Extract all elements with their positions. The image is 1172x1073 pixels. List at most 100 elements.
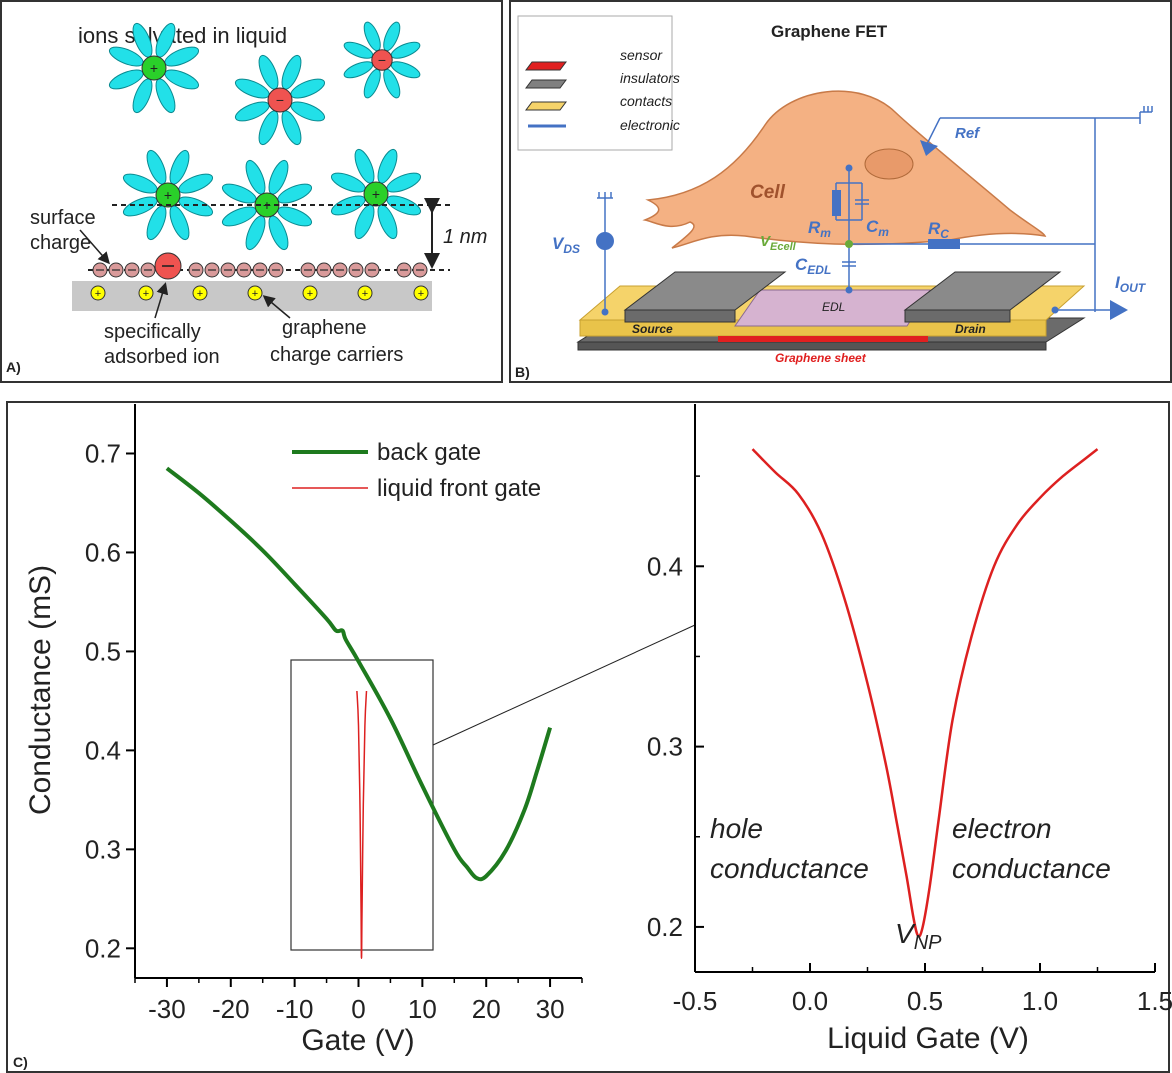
source-label: Source <box>632 322 673 336</box>
rm-label: Rm <box>808 218 831 240</box>
node-bottom <box>845 286 853 294</box>
ground-vds <box>597 192 613 199</box>
anion <box>267 87 293 113</box>
node-source <box>601 308 609 316</box>
cm-label: Cm <box>866 217 889 239</box>
edl-region <box>734 289 931 327</box>
adsorbed-ion-label-1: specifically <box>104 321 201 343</box>
circuit-wires <box>604 117 1140 312</box>
graphene-sheet-label: Graphene sheet <box>775 351 867 365</box>
right-y-tick-label: 0.2 <box>647 912 683 942</box>
panel-a-frame <box>0 0 503 383</box>
source-insulator-side <box>624 309 736 323</box>
electron-label-2: conductance <box>952 853 1111 884</box>
left-x-tick-label: -30 <box>148 994 186 1024</box>
bottom-insulator-edge <box>577 341 1047 351</box>
right-x-tick-label: 0.5 <box>907 986 943 1016</box>
left-x-tick-label: 20 <box>472 994 501 1024</box>
right-x-tick-label: -0.5 <box>673 986 718 1016</box>
ion-group: +−−+++ <box>108 21 422 251</box>
left-y-tick-label: 0.3 <box>85 834 121 864</box>
anion <box>371 49 393 71</box>
panel-b: Graphene FET sensor insulators contacts … <box>509 0 1172 383</box>
surface-charge-pointer <box>79 229 110 265</box>
legend-sensor-swatch <box>525 61 567 71</box>
legend-electronic: electronic <box>620 117 680 133</box>
vecell-label: VEcell <box>760 233 797 253</box>
left-x-tick-label: 10 <box>408 994 437 1024</box>
ion-charge-sign: + <box>372 186 380 202</box>
charge-carrier <box>302 285 318 301</box>
ion-charge-sign: − <box>276 92 284 108</box>
left-y-tick-label: 0.7 <box>85 438 121 468</box>
solvated-ion: − <box>343 21 421 99</box>
panel-b-label: B) <box>515 364 530 380</box>
zoom-connector-line <box>432 624 696 746</box>
solvated-ion: + <box>122 149 214 241</box>
legend-contacts-swatch <box>525 101 567 111</box>
left-y-axis-label: Conductance (mS) <box>24 565 57 815</box>
charge-carrier-sign: + <box>362 288 368 300</box>
left-x-tick-label: 0 <box>351 994 365 1024</box>
vnp-label: VNP <box>895 918 942 954</box>
liquid-gate-chart: -0.5 0.0 0.5 1.0 1.5 0.2 0.3 0.4 hole conductan… <box>647 404 1172 1055</box>
charge-carrier <box>192 285 208 301</box>
charge-carrier <box>413 285 429 301</box>
panel-c: C) -30 -20 -10 0 10 20 30 0.2 0.3 0.4 0.5 0.6 0.7 ba… <box>6 401 1172 1073</box>
legend-insulators-swatch <box>525 79 567 89</box>
solvated-ion: + <box>108 22 200 114</box>
drain-insulator-side <box>904 309 1011 323</box>
node-top <box>845 164 853 172</box>
node-vecell <box>845 240 853 248</box>
adsorbed-ion-pointer <box>154 282 169 319</box>
charge-carrier <box>357 285 373 301</box>
charge-carrier-sign: + <box>197 288 203 300</box>
charge-carrier <box>138 285 154 301</box>
graphene-sheet <box>718 336 928 342</box>
electron-label-1: electron <box>952 813 1052 844</box>
back-gate-series-line <box>165 466 553 882</box>
ref-label: Ref <box>955 125 981 142</box>
panel-b-frame <box>509 0 1172 383</box>
left-x-tick-label: 30 <box>536 994 565 1024</box>
carriers-pointer <box>262 295 291 319</box>
left-y-tick-label: 0.4 <box>85 735 121 765</box>
right-y-tick-label: 0.4 <box>647 551 683 581</box>
left-x-tick-label: -10 <box>276 994 314 1024</box>
resistor-rc <box>928 239 960 249</box>
left-ticks: -30 -20 -10 0 10 20 30 0.2 0.3 0.4 0.5 0.6 0.7 <box>85 438 583 1024</box>
right-x-tick-label: 1.5 <box>1137 986 1172 1016</box>
surface-charge-row: + + + + + + + <box>90 252 429 301</box>
legend-sensor: sensor <box>620 47 663 63</box>
left-y-tick-label: 0.5 <box>85 636 121 666</box>
surface-charge-label-1: surface <box>30 207 96 229</box>
edl-label: EDL <box>822 300 845 314</box>
front-gate-series-line <box>751 448 1099 938</box>
right-y-tick-label: 0.3 <box>647 732 683 762</box>
rc-label: RC <box>928 219 949 241</box>
solvated-ion: − <box>234 54 326 146</box>
cell-nucleus <box>864 148 914 180</box>
ion-charge-sign: + <box>164 187 172 203</box>
node-drain <box>1051 306 1059 314</box>
charge-carrier-sign: + <box>95 288 101 300</box>
left-y-tick-label: 0.2 <box>85 933 121 963</box>
legend-contacts: contacts <box>620 93 672 109</box>
panel-c-frame <box>6 401 1170 1073</box>
vds-label: VDS <box>552 234 580 256</box>
hole-label-2: conductance <box>710 853 869 884</box>
carriers-label-2: charge carriers <box>270 344 403 366</box>
right-x-axis-label: Liquid Gate (V) <box>827 1022 1029 1055</box>
legend-insulators: insulators <box>620 70 680 86</box>
adsorbed-ion-label-2: adsorbed ion <box>104 346 220 368</box>
legend-front-gate: liquid front gate <box>377 475 541 502</box>
panel-a-label: A) <box>6 359 21 375</box>
cedl-label: CEDL <box>795 255 831 277</box>
charge-carrier <box>247 285 263 301</box>
ion-charge-sign: − <box>378 52 386 68</box>
ions-solvated-label: ions solvated in liquid <box>78 23 287 48</box>
carriers-label-1: graphene <box>282 317 367 339</box>
back-gate-chart: -30 -20 -10 0 10 20 30 0.2 0.3 0.4 0.5 0.6 0.7 back … <box>24 404 583 1057</box>
drain-label: Drain <box>955 322 986 336</box>
